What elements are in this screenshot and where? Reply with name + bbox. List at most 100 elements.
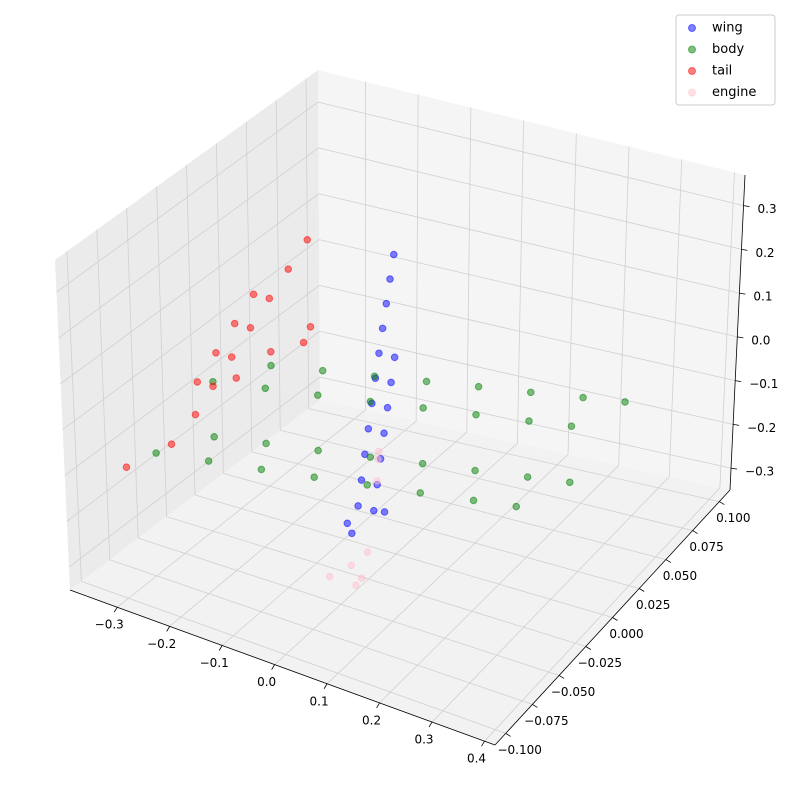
x-tick-label: 0.4 <box>467 752 486 766</box>
grid-line <box>156 186 167 517</box>
grid-line <box>64 285 320 476</box>
point <box>354 502 362 510</box>
tick-mark <box>733 423 740 426</box>
point <box>266 347 275 356</box>
tick-mark <box>218 645 223 651</box>
axis-line <box>69 589 496 746</box>
point <box>193 378 202 386</box>
point <box>313 391 322 399</box>
point <box>366 453 375 461</box>
point <box>152 449 160 457</box>
point <box>525 417 533 425</box>
point <box>373 477 381 485</box>
point <box>167 440 176 448</box>
grid-line <box>186 164 196 496</box>
grid-line <box>318 193 740 294</box>
legend-marker <box>688 67 696 75</box>
point <box>364 424 373 433</box>
tick-mark <box>743 205 750 208</box>
point <box>471 466 479 475</box>
point <box>209 382 217 391</box>
point <box>204 457 213 465</box>
point <box>310 473 319 482</box>
tick-mark <box>376 702 380 709</box>
y-tick-label: 0.000 <box>609 627 643 641</box>
point <box>348 529 356 538</box>
point <box>325 572 334 581</box>
grid-line <box>319 330 734 425</box>
point <box>579 393 587 402</box>
tick-mark <box>558 675 565 679</box>
y-tick-label: 0.050 <box>663 569 697 583</box>
z-tick-label: −0.1 <box>749 377 778 391</box>
point <box>227 353 236 361</box>
grid-line <box>466 107 472 433</box>
point <box>343 519 352 528</box>
z-tick-label: 0.2 <box>755 246 774 260</box>
tick-mark <box>638 588 645 592</box>
point <box>369 506 378 515</box>
legend-box <box>675 14 776 106</box>
left-pane <box>55 70 320 590</box>
grid-line <box>668 159 683 477</box>
point <box>422 377 431 386</box>
grid-line <box>166 516 586 647</box>
point <box>262 439 270 448</box>
point <box>191 410 200 419</box>
grid-line <box>68 376 321 568</box>
tick-mark <box>735 380 742 383</box>
point <box>472 410 480 419</box>
legend-label: wing <box>712 21 743 36</box>
tick-mark <box>665 559 672 563</box>
point <box>299 338 308 347</box>
point <box>363 548 372 557</box>
grid-line <box>251 451 667 560</box>
point <box>212 348 220 357</box>
point <box>303 235 312 244</box>
x-tick-label: −0.3 <box>95 618 124 632</box>
point <box>249 290 258 299</box>
z-tick-label: −0.2 <box>747 421 776 435</box>
grid-line <box>66 251 82 582</box>
tick-mark <box>532 704 538 708</box>
point <box>366 397 375 406</box>
point <box>390 353 399 362</box>
point <box>306 322 315 331</box>
point <box>375 349 383 358</box>
y-tick-label: −0.075 <box>524 714 568 728</box>
grid-line <box>567 133 577 455</box>
grid-line <box>126 208 139 539</box>
tick-mark <box>166 626 171 632</box>
point <box>565 478 574 487</box>
point <box>469 496 478 505</box>
z-tick-label: 0.3 <box>758 202 777 216</box>
legend-marker <box>688 24 696 32</box>
grid-line <box>618 146 630 466</box>
grid-line <box>66 330 320 522</box>
point <box>389 250 398 259</box>
grid-line <box>319 376 732 469</box>
point <box>386 275 394 283</box>
point <box>380 429 388 437</box>
z-tick-label: 0.0 <box>751 333 770 347</box>
legend-marker <box>688 88 696 97</box>
tick-mark <box>692 530 698 534</box>
tick-mark <box>271 664 275 670</box>
point <box>314 446 322 455</box>
x-tick-label: 0.1 <box>310 694 329 708</box>
point <box>419 404 427 412</box>
z-tick-label: −0.3 <box>745 465 774 479</box>
grid-line <box>245 121 253 452</box>
z-tick-label: 0.1 <box>753 290 772 304</box>
tick-mark <box>612 617 618 621</box>
point <box>374 447 383 456</box>
grid-line <box>280 429 693 531</box>
point <box>374 455 382 464</box>
tick-mark <box>739 292 746 295</box>
point <box>122 463 131 472</box>
grid-line <box>109 559 533 705</box>
y-tick-label: −0.025 <box>578 656 622 670</box>
point <box>416 489 425 497</box>
point <box>232 374 241 382</box>
x-tick-label: 0.0 <box>257 675 276 689</box>
